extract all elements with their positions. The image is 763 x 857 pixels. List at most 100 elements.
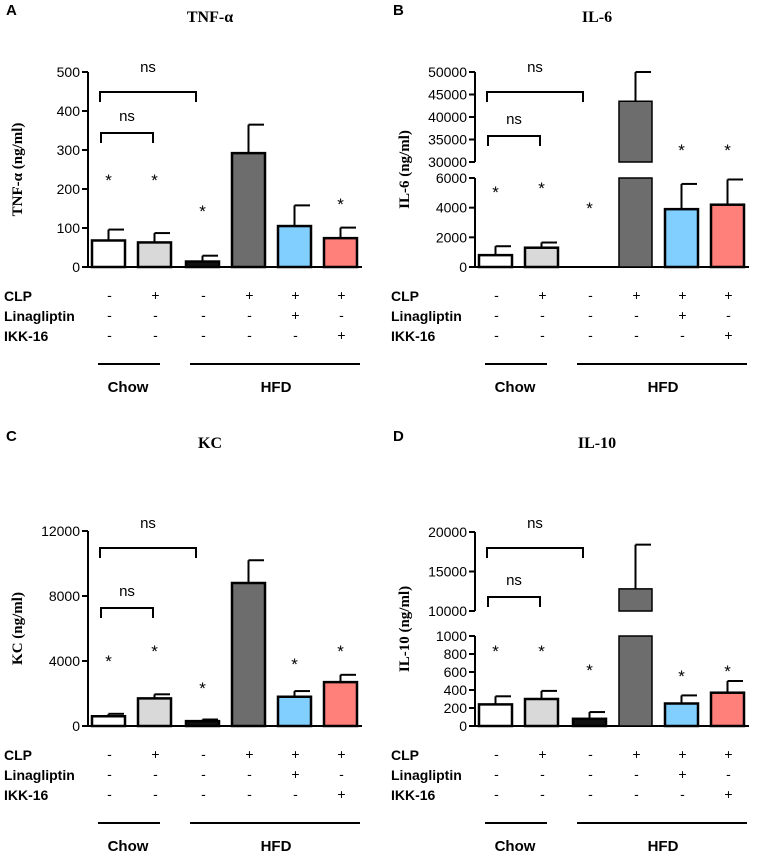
condition-sign: +	[538, 746, 546, 762]
condition-sign: +	[678, 287, 686, 303]
condition-sign: -	[201, 307, 206, 323]
y-tick-label: 50000	[428, 64, 467, 80]
y-tick-label: 1000	[436, 628, 467, 644]
y-tick-label: 0	[72, 718, 80, 734]
y-tick-label: 45000	[428, 87, 467, 103]
group-label-chow: Chow	[108, 379, 149, 396]
significance-star: *	[105, 652, 112, 671]
condition-sign: +	[337, 327, 345, 343]
condition-sign: -	[634, 307, 639, 323]
group-label-hfd: HFD	[648, 838, 679, 855]
significance-star: *	[337, 642, 344, 661]
condition-sign: -	[201, 287, 206, 303]
group-label-chow: Chow	[495, 379, 536, 396]
condition-sign: -	[634, 327, 639, 343]
bar-4-lower	[618, 635, 653, 727]
bar-5	[276, 224, 313, 269]
condition-sign: -	[540, 327, 545, 343]
significance-star: *	[199, 679, 206, 698]
bar-2	[136, 241, 173, 269]
bar-1	[90, 239, 127, 269]
condition-row-label: CLP	[4, 288, 32, 304]
bracket-outer	[486, 91, 584, 102]
bar-4	[230, 581, 267, 728]
significance-star: *	[538, 179, 545, 198]
bar-2	[523, 246, 560, 269]
condition-row-label: Linagliptin	[4, 767, 75, 783]
condition-sign: -	[339, 766, 344, 782]
significance-star: *	[105, 171, 112, 190]
condition-sign: -	[107, 307, 112, 323]
bar-2	[523, 697, 560, 728]
bar-3	[184, 260, 221, 269]
chart-title: IL-6	[582, 9, 612, 26]
condition-row-label: CLP	[391, 288, 419, 304]
significance-star: *	[337, 195, 344, 214]
condition-sign: +	[538, 287, 546, 303]
bar-1	[477, 253, 514, 269]
condition-sign: +	[245, 287, 253, 303]
bracket-inner	[100, 132, 154, 143]
condition-sign: -	[153, 786, 158, 802]
group-label-hfd: HFD	[648, 379, 679, 396]
condition-sign: -	[107, 786, 112, 802]
y-tick-label: 600	[444, 664, 468, 680]
condition-sign: -	[680, 786, 685, 802]
condition-sign: +	[632, 287, 640, 303]
condition-sign: +	[291, 746, 299, 762]
bar-1	[90, 715, 127, 728]
condition-sign: -	[634, 766, 639, 782]
bar-6	[322, 236, 359, 269]
bracket-outer	[99, 91, 197, 102]
condition-sign: -	[339, 307, 344, 323]
condition-sign: -	[494, 786, 499, 802]
bracket-inner	[100, 607, 154, 618]
y-tick-label: 400	[444, 682, 468, 698]
condition-sign: +	[337, 287, 345, 303]
condition-sign: +	[678, 746, 686, 762]
condition-sign: -	[247, 766, 252, 782]
y-tick-label: 30000	[428, 154, 467, 170]
condition-row-label: Linagliptin	[391, 767, 462, 783]
condition-row-label: IKK-16	[391, 787, 436, 803]
condition-sign: -	[201, 746, 206, 762]
bar-6	[709, 203, 746, 269]
condition-sign: -	[201, 766, 206, 782]
bar-4-lower	[618, 177, 653, 268]
group-label-chow: Chow	[495, 838, 536, 855]
condition-sign: -	[726, 766, 731, 782]
y-tick-label: 20000	[428, 524, 467, 540]
condition-sign: -	[201, 786, 206, 802]
panel-letter: C	[6, 428, 17, 445]
condition-sign: -	[247, 786, 252, 802]
y-tick-label: 400	[57, 103, 81, 119]
significance-star: *	[199, 202, 206, 221]
significance-star: *	[151, 642, 158, 661]
y-tick-label: 15000	[428, 564, 467, 580]
condition-sign: +	[724, 287, 732, 303]
condition-row-label: IKK-16	[391, 328, 436, 344]
bar-3	[571, 717, 608, 728]
bar-6	[322, 680, 359, 728]
bracket-label: ns	[140, 59, 156, 76]
bracket-label: ns	[506, 111, 522, 128]
y-tick-label: 12000	[41, 523, 80, 539]
bracket-label: ns	[527, 515, 543, 532]
condition-sign: +	[291, 307, 299, 323]
bar-4-upper	[618, 588, 653, 612]
bar-1	[477, 703, 514, 728]
condition-sign: -	[540, 786, 545, 802]
condition-sign: -	[494, 327, 499, 343]
condition-sign: -	[494, 287, 499, 303]
significance-star: *	[724, 141, 731, 160]
condition-sign: +	[724, 327, 732, 343]
y-tick-label: 8000	[49, 588, 80, 604]
y-tick-label: 4000	[436, 200, 467, 216]
bar-5	[663, 207, 700, 269]
y-tick-label: 4000	[49, 653, 80, 669]
chart-title: TNF-α	[187, 9, 233, 26]
condition-sign: +	[678, 766, 686, 782]
significance-star: *	[492, 183, 499, 202]
